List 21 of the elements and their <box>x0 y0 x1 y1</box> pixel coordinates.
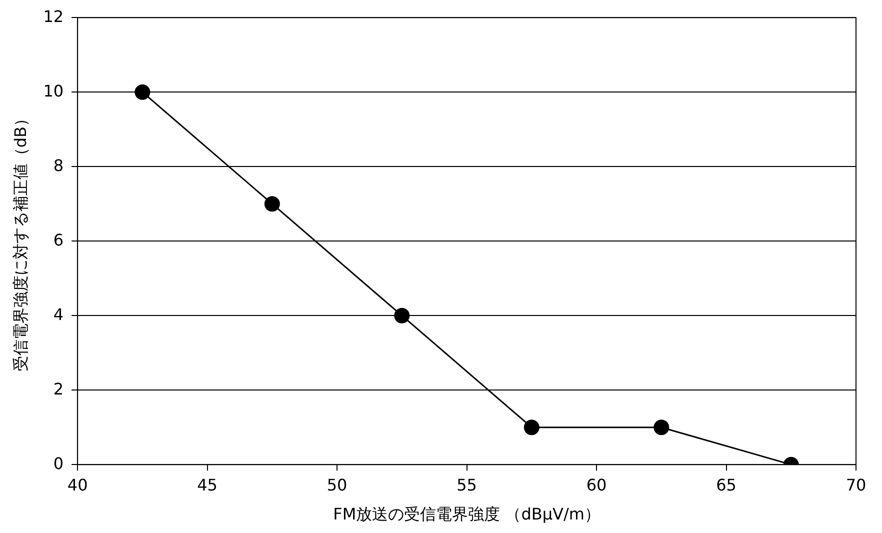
y-tick-label: 0 <box>53 454 64 473</box>
y-axis-title: 受信電界強度に対する補正値（dB） <box>10 110 30 372</box>
point <box>524 420 540 436</box>
y-tick-label: 10 <box>43 81 64 100</box>
y-tick-label: 2 <box>53 379 64 398</box>
x-tick-label: 60 <box>586 475 607 494</box>
point <box>654 420 670 436</box>
point <box>394 308 410 324</box>
x-tick-label: 65 <box>716 475 736 494</box>
y-tick-label: 12 <box>43 6 64 26</box>
y-tick-label: 8 <box>53 156 64 175</box>
x-tick-label: 50 <box>326 475 348 494</box>
y-tick-label: 6 <box>53 230 64 250</box>
point <box>134 84 150 100</box>
x-tick-label: 40 <box>67 475 88 494</box>
x-axis-title: FM放送の受信電界強度 （dBμV/m） <box>333 504 600 524</box>
point <box>264 196 280 212</box>
x-tick-label: 70 <box>846 475 866 494</box>
x-tick-label: 55 <box>456 475 477 494</box>
x-tick-label: 45 <box>197 475 218 494</box>
y-tick-label: 4 <box>53 304 64 324</box>
